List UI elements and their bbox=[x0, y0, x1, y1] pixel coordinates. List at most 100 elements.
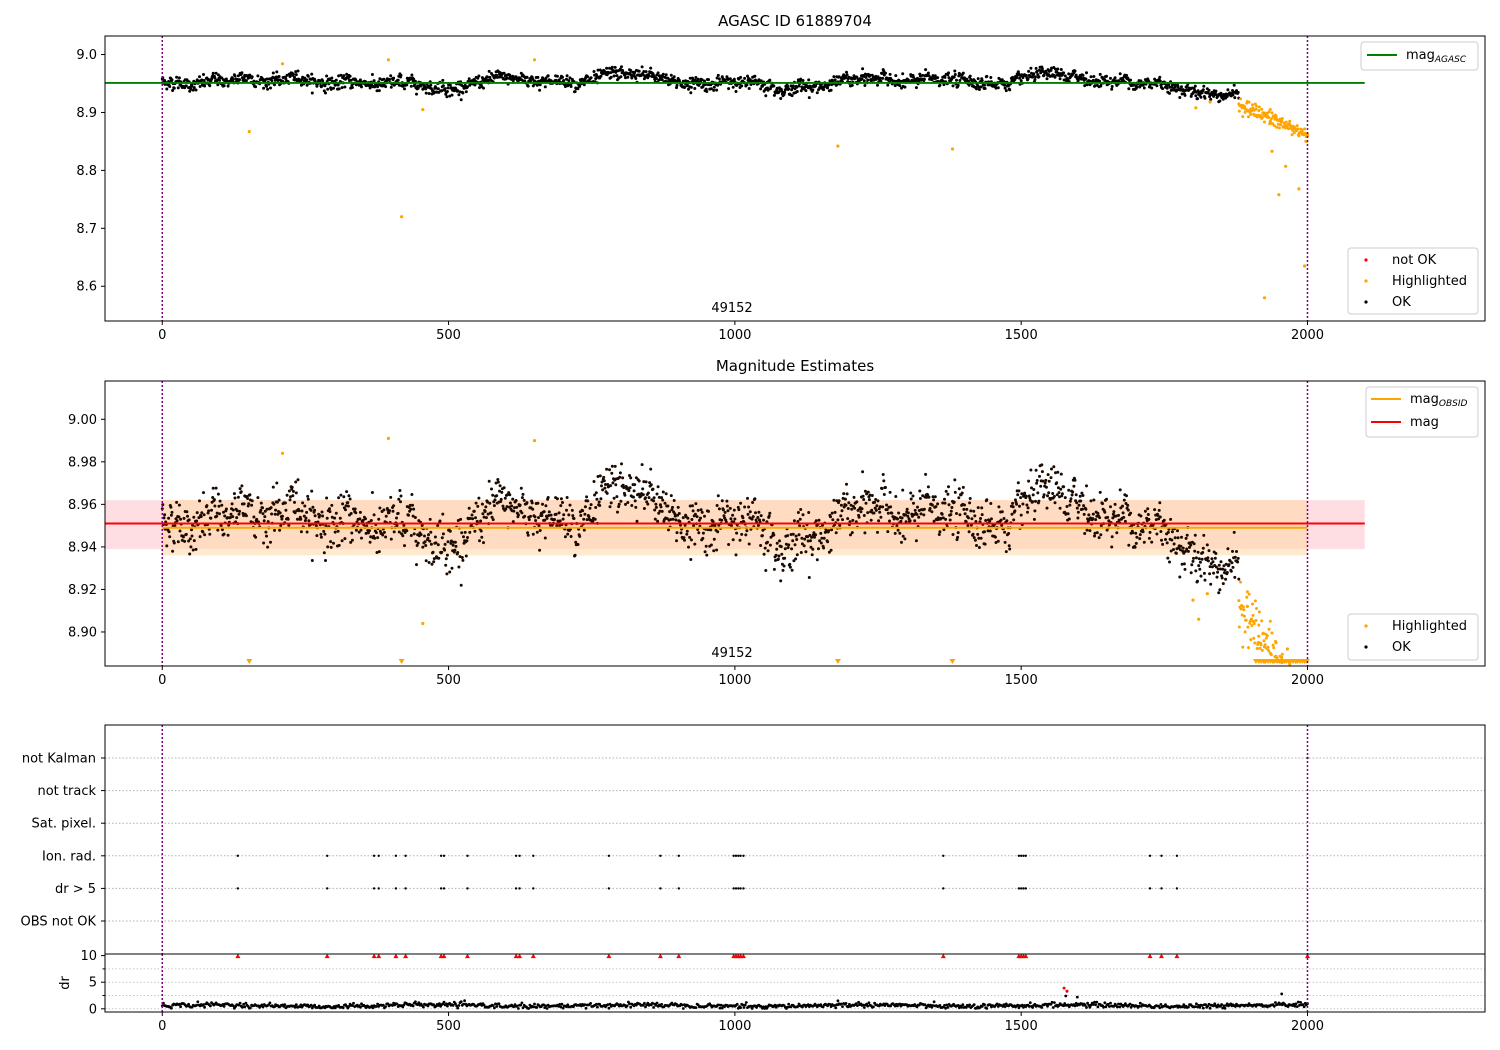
ok-point bbox=[1052, 494, 1056, 498]
flag-point bbox=[659, 887, 662, 890]
highlighted-point bbox=[1252, 636, 1256, 640]
ok-point bbox=[350, 86, 354, 89]
ok-point bbox=[712, 537, 716, 541]
ok-point bbox=[419, 533, 423, 537]
ok-point bbox=[1035, 69, 1039, 73]
highlighted-point bbox=[400, 215, 404, 219]
ok-point bbox=[644, 496, 647, 500]
ok-point bbox=[462, 535, 465, 539]
ok-point bbox=[1183, 93, 1187, 97]
ok-point bbox=[1004, 89, 1008, 93]
ok-point bbox=[348, 497, 352, 501]
highlighted-point bbox=[1254, 107, 1258, 111]
ok-point bbox=[594, 77, 598, 81]
ok-point bbox=[375, 89, 379, 93]
ok-point bbox=[786, 84, 790, 88]
ok-point bbox=[561, 501, 564, 504]
ok-point bbox=[488, 75, 492, 79]
ok-point bbox=[768, 78, 772, 82]
ok-point bbox=[775, 86, 779, 90]
ok-point bbox=[1056, 67, 1060, 71]
ok-point bbox=[293, 500, 296, 504]
ok-point bbox=[881, 76, 885, 80]
ok-point bbox=[467, 506, 471, 510]
ok-point bbox=[337, 543, 341, 547]
ok-point bbox=[456, 551, 460, 554]
ok-point bbox=[729, 517, 733, 521]
ok-point bbox=[1223, 568, 1227, 572]
ok-point bbox=[329, 545, 333, 549]
ok-point bbox=[1202, 84, 1206, 88]
ok-point bbox=[1073, 69, 1077, 73]
dr-point bbox=[411, 1004, 415, 1008]
ok-point bbox=[1085, 484, 1088, 488]
ok-point bbox=[511, 497, 515, 501]
ok-point bbox=[672, 499, 676, 502]
ok-point bbox=[578, 84, 582, 88]
ok-point bbox=[461, 91, 465, 95]
ok-point bbox=[397, 83, 401, 87]
ok-point bbox=[780, 552, 784, 556]
highlighted-point bbox=[1237, 599, 1241, 603]
ok-point bbox=[1068, 503, 1072, 507]
ok-point bbox=[1173, 85, 1177, 89]
ok-point bbox=[403, 544, 406, 548]
ok-point bbox=[980, 513, 984, 517]
ok-point bbox=[703, 514, 706, 518]
ok-point bbox=[586, 499, 590, 503]
dr-point bbox=[872, 1005, 875, 1009]
legend-mag-obsid-sub: OBSID bbox=[1439, 399, 1468, 409]
clipped-marker bbox=[246, 659, 253, 664]
ok-point bbox=[232, 492, 236, 496]
highlighted-point bbox=[1245, 590, 1249, 594]
ok-point bbox=[1214, 552, 1218, 555]
ok-point bbox=[833, 78, 837, 82]
ok-point bbox=[1200, 557, 1204, 561]
ok-point bbox=[294, 70, 298, 74]
ok-point bbox=[1008, 88, 1012, 92]
ok-point bbox=[252, 515, 256, 519]
dr-point bbox=[660, 1002, 663, 1006]
panel2-annotation: 49152 bbox=[711, 646, 752, 661]
highlighted-point bbox=[950, 147, 955, 151]
ok-point bbox=[448, 570, 452, 574]
ok-point bbox=[1129, 78, 1133, 82]
ok-point bbox=[288, 498, 292, 502]
highlighted-point bbox=[1244, 618, 1248, 622]
ok-point bbox=[583, 512, 587, 516]
ok-point bbox=[188, 537, 192, 541]
ok-point bbox=[696, 508, 700, 512]
ok-point bbox=[743, 76, 747, 80]
ok-point bbox=[1226, 547, 1230, 551]
ok-point bbox=[1233, 575, 1237, 579]
ok-point bbox=[1032, 72, 1036, 76]
ok-point bbox=[855, 75, 859, 79]
ok-point bbox=[938, 530, 942, 534]
ok-point bbox=[329, 540, 333, 544]
ok-point bbox=[787, 543, 791, 547]
ok-point bbox=[641, 487, 645, 491]
ok-point bbox=[747, 505, 751, 509]
flag-point bbox=[659, 854, 662, 857]
ok-point bbox=[705, 553, 709, 557]
ok-point bbox=[1121, 511, 1125, 515]
ok-point bbox=[294, 480, 298, 484]
ok-point bbox=[1146, 507, 1150, 511]
dr-point bbox=[840, 1002, 843, 1006]
y-tick-label: 8.90 bbox=[68, 625, 97, 640]
ok-point bbox=[605, 491, 609, 495]
ok-point bbox=[588, 506, 592, 510]
ok-point bbox=[1103, 510, 1107, 514]
ok-point bbox=[1017, 489, 1021, 493]
dr-point bbox=[179, 1005, 183, 1009]
flag-point bbox=[1148, 854, 1152, 857]
ok-point bbox=[863, 531, 867, 535]
ok-point bbox=[1169, 517, 1173, 521]
ok-point bbox=[751, 515, 755, 519]
ok-point bbox=[559, 497, 563, 501]
ok-point bbox=[916, 505, 919, 509]
ok-point bbox=[980, 506, 984, 510]
ok-point bbox=[1224, 577, 1228, 581]
ok-point bbox=[814, 84, 818, 88]
